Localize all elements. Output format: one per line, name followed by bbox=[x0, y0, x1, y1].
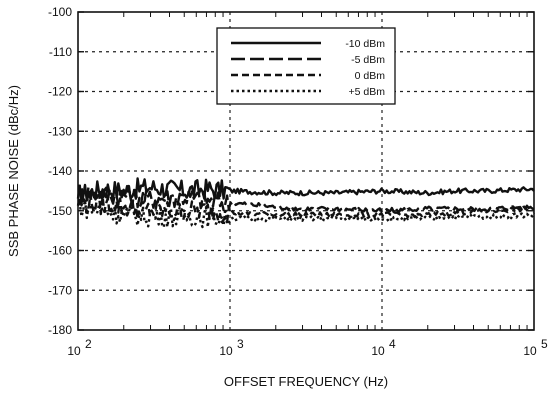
x-axis-label: OFFSET FREQUENCY (Hz) bbox=[224, 374, 388, 389]
series-line-2 bbox=[76, 183, 536, 214]
x-tick-exponent: 2 bbox=[85, 337, 92, 351]
y-tick-label: -160 bbox=[48, 244, 72, 258]
series-line-1 bbox=[77, 177, 535, 205]
legend-label: +5 dBm bbox=[349, 86, 386, 98]
y-tick-label: -180 bbox=[48, 323, 72, 337]
y-tick-label: -130 bbox=[48, 124, 72, 138]
x-tick-label: 10 bbox=[371, 344, 385, 358]
series-lines bbox=[76, 177, 536, 229]
legend-label: 0 dBm bbox=[355, 70, 386, 82]
x-tick-label: 10 bbox=[219, 344, 233, 358]
legend-box bbox=[216, 27, 396, 105]
legend-label: -5 dBm bbox=[351, 54, 385, 66]
y-tick-label: -170 bbox=[48, 283, 72, 297]
series-line-4 bbox=[77, 198, 536, 229]
legend-label: -10 dBm bbox=[345, 38, 385, 50]
y-tick-label: -120 bbox=[48, 85, 72, 99]
y-tick-label: -150 bbox=[48, 204, 72, 218]
y-tick-label: -140 bbox=[48, 164, 72, 178]
x-tick-exponent: 3 bbox=[237, 337, 244, 351]
x-tick-label: 10 bbox=[67, 344, 81, 358]
y-tick-label: -100 bbox=[48, 5, 72, 19]
y-tick-label: -110 bbox=[49, 45, 72, 59]
x-tick-exponent: 4 bbox=[389, 337, 396, 351]
x-tick-exponent: 5 bbox=[541, 337, 548, 351]
y-axis-label: SSB PHASE NOISE (dBc/Hz) bbox=[6, 85, 21, 257]
x-tick-label: 10 bbox=[523, 344, 537, 358]
legend: -10 dBm -5 dBm 0 dBm +5 dBm bbox=[216, 27, 396, 105]
